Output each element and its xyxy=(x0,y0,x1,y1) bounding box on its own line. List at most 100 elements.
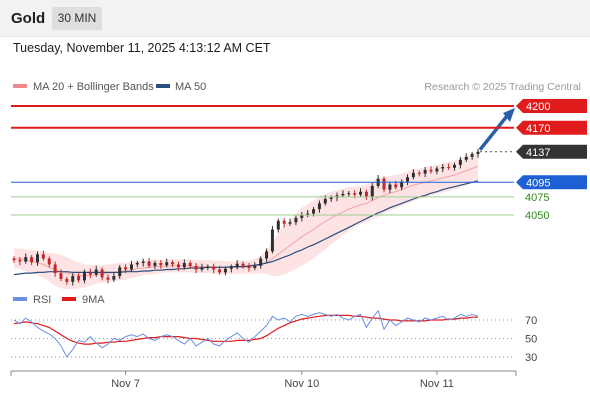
legend-label-rsi: RSI xyxy=(33,294,51,306)
candle xyxy=(153,260,157,269)
candle xyxy=(176,261,180,271)
x-tick-label: Nov 10 xyxy=(284,378,319,390)
x-axis: Nov 7 Nov 10 Nov 11 xyxy=(10,370,517,390)
candle xyxy=(71,273,75,286)
candle xyxy=(359,188,363,197)
candle xyxy=(388,181,392,194)
level-box-4200 xyxy=(516,99,587,113)
candle xyxy=(347,191,351,197)
candle xyxy=(306,209,310,218)
candle xyxy=(100,267,104,281)
candle xyxy=(124,264,128,274)
legend-swatch-rsi xyxy=(13,297,27,301)
instrument-title: Gold xyxy=(11,10,46,27)
candle xyxy=(88,268,92,279)
candle xyxy=(382,176,386,193)
candle xyxy=(400,179,404,191)
candle xyxy=(464,153,468,162)
forecast-arrowhead xyxy=(503,108,515,122)
forecast-arrow xyxy=(478,114,509,151)
candle xyxy=(458,156,462,169)
credit-text: Research © 2025 Trading Central xyxy=(424,81,581,93)
candle xyxy=(300,212,304,222)
candle xyxy=(288,218,292,226)
candle xyxy=(30,254,34,266)
candle xyxy=(182,259,186,270)
candle xyxy=(65,276,69,285)
candle xyxy=(194,262,198,274)
candle xyxy=(112,272,116,282)
candle xyxy=(229,264,233,273)
legend-label-ma50: MA 50 xyxy=(175,81,206,93)
candle xyxy=(447,163,451,170)
candle xyxy=(135,260,139,268)
candle xyxy=(276,218,280,233)
level-label-4200: 4200 xyxy=(526,101,550,113)
candle xyxy=(370,183,374,201)
rsi-plot: 70 50 30 xyxy=(11,309,537,364)
candle xyxy=(206,264,210,271)
legend-label-9ma: 9MA xyxy=(82,294,105,306)
legend-swatch-9ma xyxy=(62,297,76,301)
level-label-4170: 4170 xyxy=(526,123,550,135)
candle xyxy=(171,260,175,268)
legend-label-ma20: MA 20 + Bollinger Bands xyxy=(33,81,154,93)
candle xyxy=(441,164,445,173)
legend-swatch-ma20 xyxy=(13,84,27,88)
candle xyxy=(218,265,222,275)
rsi-level-label-50: 50 xyxy=(525,334,537,346)
legend-swatch-ma50 xyxy=(156,84,170,88)
candle xyxy=(265,248,269,263)
level-box-4170 xyxy=(516,120,587,135)
rsi-line xyxy=(13,309,479,358)
level-label-4095: 4095 xyxy=(526,177,550,189)
rsi-level-label-70: 70 xyxy=(525,315,537,327)
candle xyxy=(259,256,263,269)
candle xyxy=(241,261,245,269)
ma20-line xyxy=(14,165,479,277)
level-label-4050: 4050 xyxy=(525,210,549,222)
candle xyxy=(417,170,421,177)
candle xyxy=(129,260,133,272)
candle xyxy=(270,225,274,254)
candle xyxy=(82,269,86,284)
header-bar: Gold 30 MIN xyxy=(0,0,590,37)
candle xyxy=(470,151,474,160)
candle xyxy=(364,189,368,200)
candle xyxy=(212,263,216,274)
candle xyxy=(200,263,204,272)
chart-datetime: Tuesday, November 11, 2025 4:13:12 AM CE… xyxy=(13,41,271,55)
candle xyxy=(77,272,81,283)
level-box-4095 xyxy=(516,175,587,190)
price-levels: 4200 4170 4137 4095 4075 4050 xyxy=(11,99,587,222)
candle xyxy=(53,261,57,277)
candle xyxy=(94,265,98,277)
candle xyxy=(12,256,16,263)
candle xyxy=(282,217,286,228)
candle xyxy=(24,253,28,264)
candle xyxy=(106,274,110,284)
timeframe-badge[interactable]: 30 MIN xyxy=(52,7,102,30)
candle xyxy=(435,166,439,175)
level-label-4137: 4137 xyxy=(526,147,550,159)
candle xyxy=(147,257,151,269)
candle xyxy=(188,260,192,269)
bollinger-band xyxy=(14,151,478,290)
candle xyxy=(317,200,321,213)
candle xyxy=(59,269,63,282)
candle xyxy=(35,251,39,266)
candle xyxy=(411,169,415,180)
candle xyxy=(406,174,410,186)
candle xyxy=(423,167,427,178)
candle xyxy=(141,258,145,267)
candle xyxy=(294,215,298,226)
price-legend: MA 20 + Bollinger Bands MA 50 xyxy=(13,81,206,93)
candle xyxy=(429,166,433,174)
level-box-4137 xyxy=(516,144,587,159)
rsi-level-label-30: 30 xyxy=(525,352,537,364)
candle xyxy=(253,262,257,271)
level-label-4075: 4075 xyxy=(525,192,549,204)
candle xyxy=(223,266,227,276)
x-tick-label: Nov 11 xyxy=(420,378,454,390)
